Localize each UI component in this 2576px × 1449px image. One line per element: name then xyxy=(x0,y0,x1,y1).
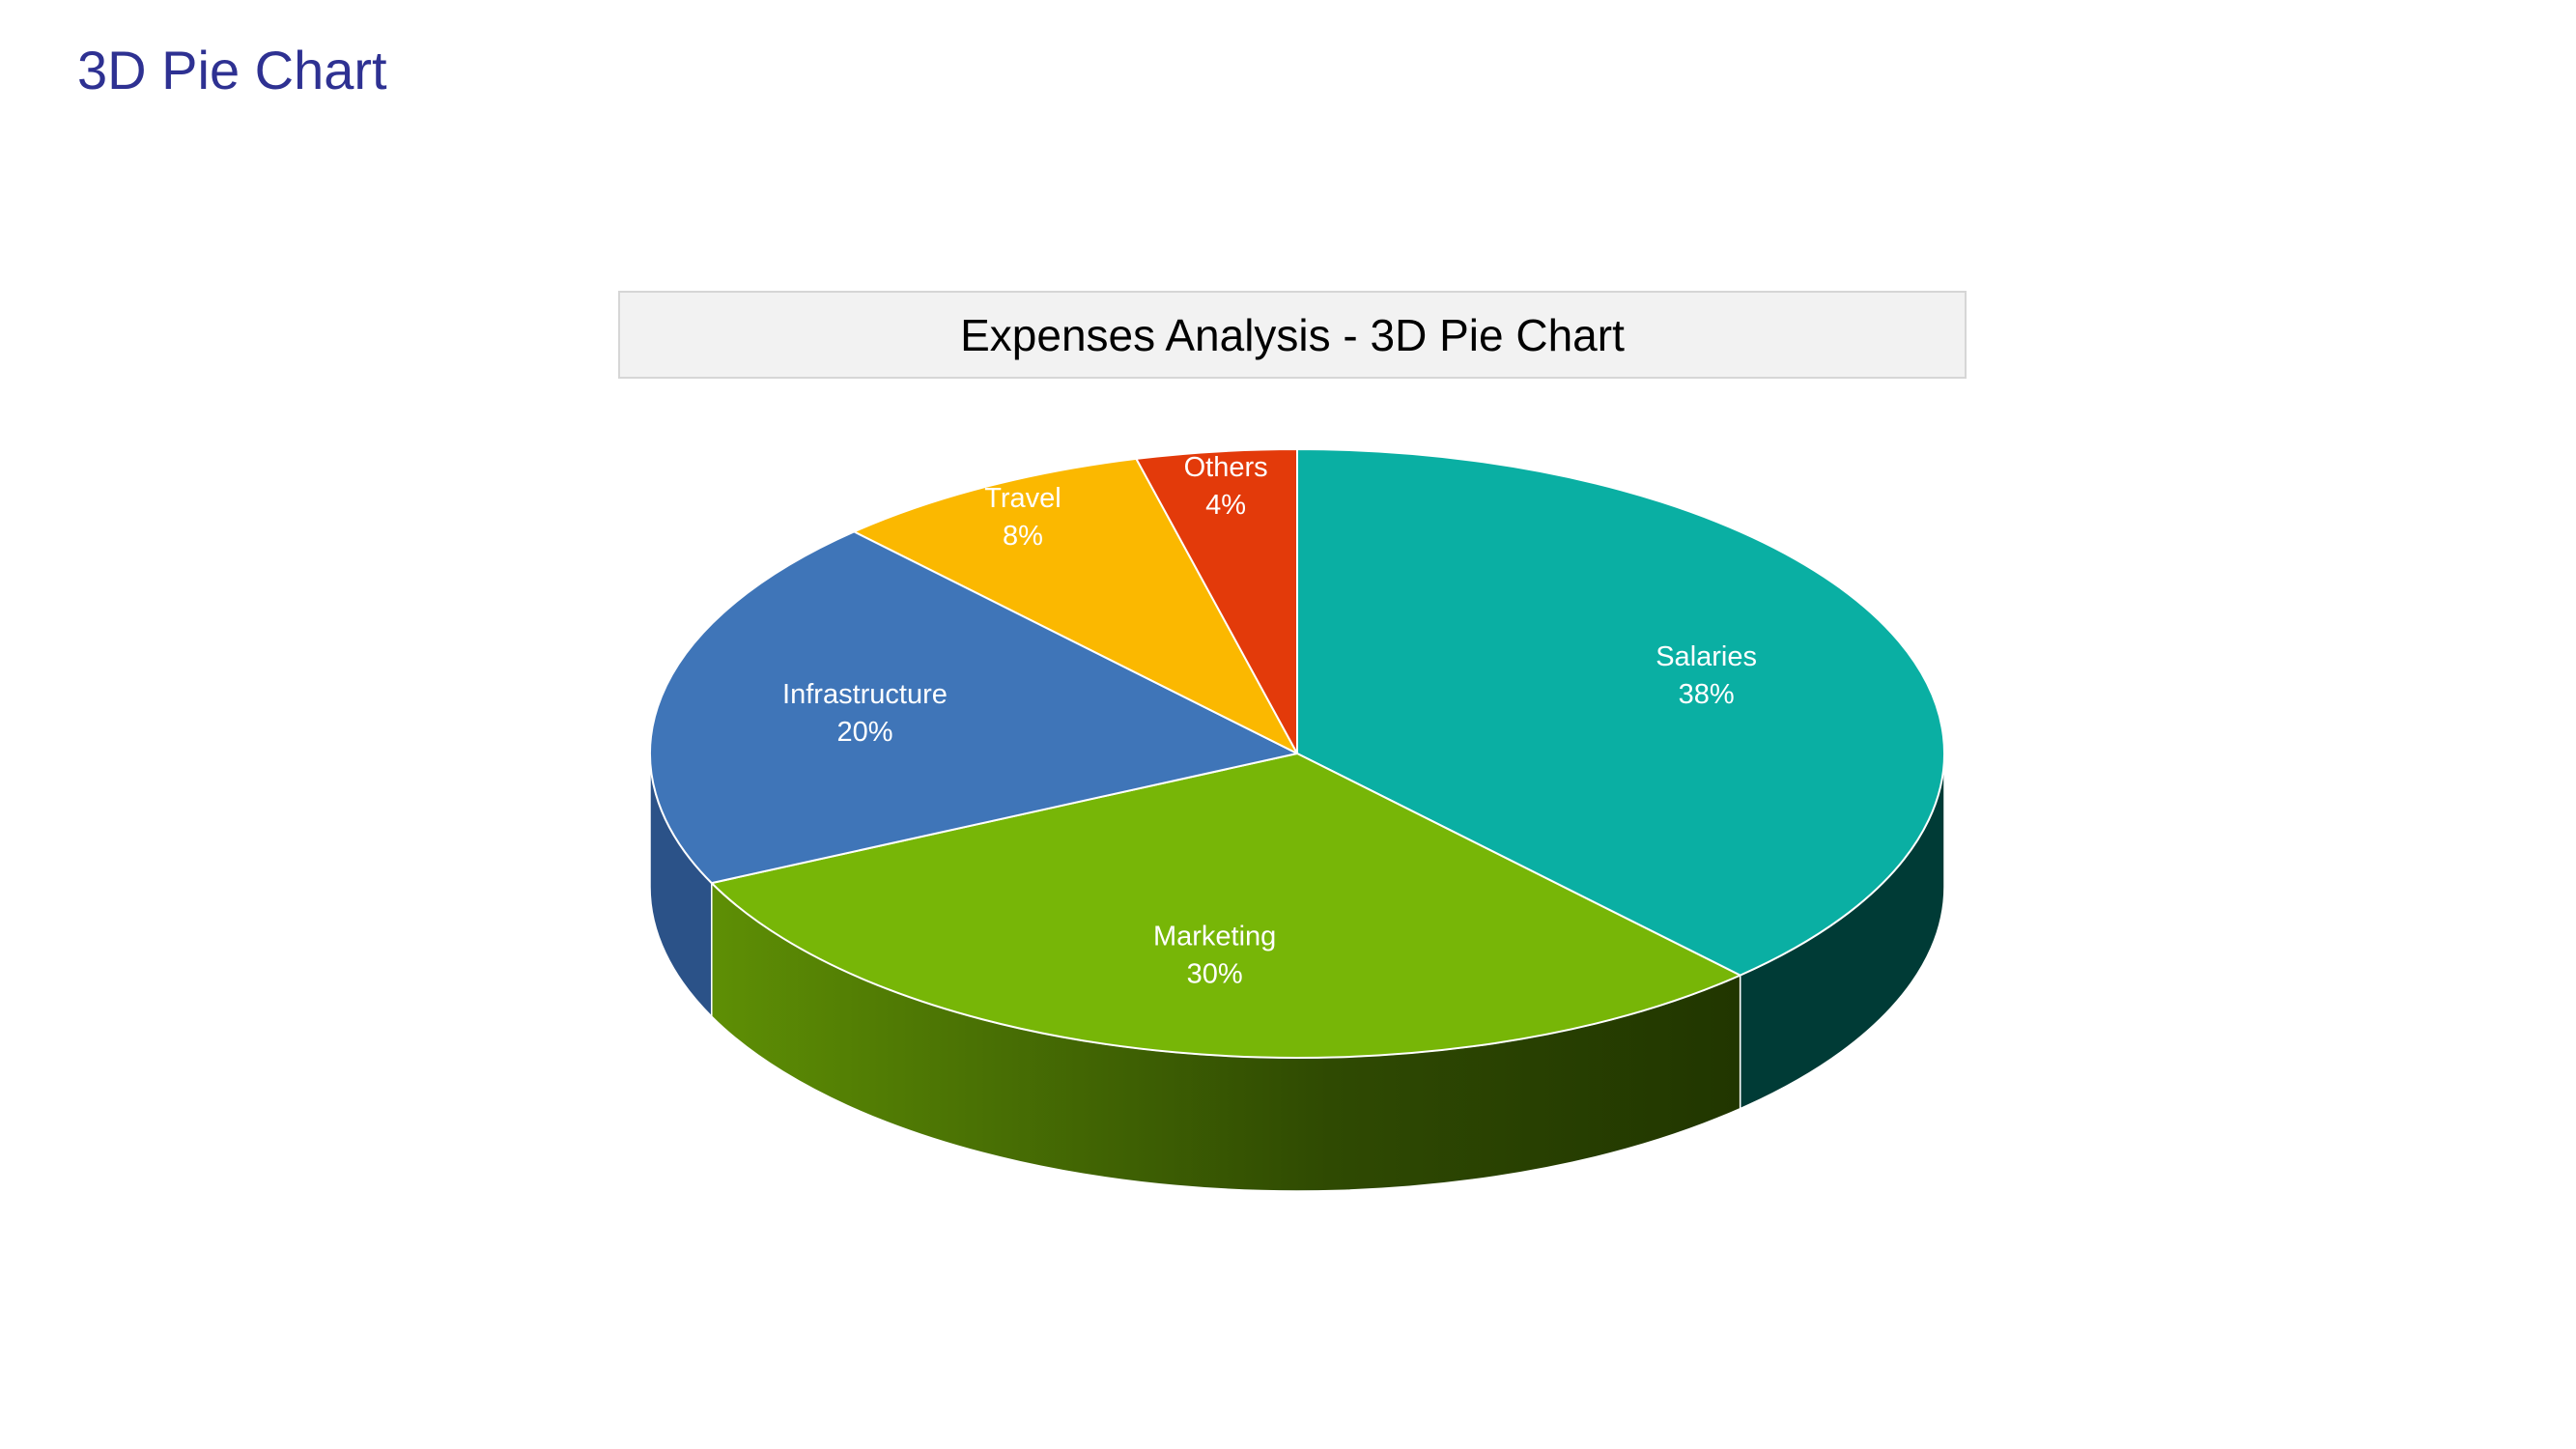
pie-slice-travel[interactable] xyxy=(853,457,1298,754)
slice-label-salaries: Salaries xyxy=(1656,641,1757,672)
slice-label-infrastructure: Infrastructure xyxy=(782,679,948,710)
pie-slice-marketing[interactable] xyxy=(710,753,1741,1059)
chart-title: Expenses Analysis - 3D Pie Chart xyxy=(618,291,1967,379)
pie-slice-infrastructure[interactable] xyxy=(648,530,1298,885)
slide-title: 3D Pie Chart xyxy=(77,40,387,100)
pie-tops xyxy=(648,448,1945,1059)
pie-labels: Salaries 38% Marketing 30% Infrastructure 20%… xyxy=(782,452,1757,989)
slice-label-marketing: Marketing xyxy=(1153,921,1276,952)
slice-label-travel: Travel xyxy=(984,483,1062,514)
slice-value-marketing: 30% xyxy=(1187,958,1243,989)
chart-title-text: Expenses Analysis - 3D Pie Chart xyxy=(960,309,1625,360)
slice-label-others: Others xyxy=(1184,452,1268,483)
slice-value-travel: 8% xyxy=(1003,521,1043,552)
pie-slice-others[interactable] xyxy=(1135,448,1298,754)
slice-value-infrastructure: 20% xyxy=(836,717,892,748)
slice-value-salaries: 38% xyxy=(1679,679,1735,710)
slice-value-others: 4% xyxy=(1205,490,1246,521)
pie-slice-salaries[interactable] xyxy=(1296,448,1945,977)
